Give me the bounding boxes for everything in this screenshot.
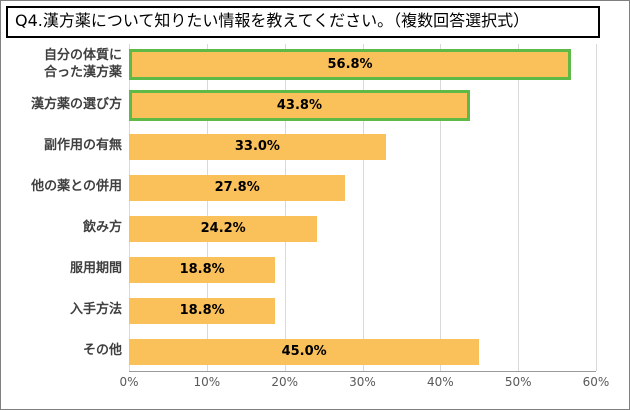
category-label: 服用期間 bbox=[69, 261, 122, 277]
bar-row: 他の薬との併用 27.8% bbox=[7, 167, 596, 208]
gridline bbox=[518, 44, 520, 371]
gridline bbox=[206, 44, 208, 371]
bar-track: 56.8% bbox=[129, 49, 596, 80]
bar-value: 45.0% bbox=[281, 344, 327, 359]
bar: 24.2% bbox=[129, 215, 318, 242]
bar: 45.0% bbox=[129, 338, 480, 365]
category-label: 副作用の有無 bbox=[43, 138, 122, 154]
bar-row: 飲み方 24.2% bbox=[7, 208, 596, 249]
chart-title: Q4.漢方薬について知りたい情報を教えてください。（複数回答選択式） bbox=[6, 6, 600, 38]
x-tick-label: 60% bbox=[582, 375, 610, 389]
category-label: 他の薬との併用 bbox=[31, 179, 122, 195]
bar-track: 33.0% bbox=[129, 133, 596, 160]
bar-row: その他 45.0% bbox=[7, 331, 596, 372]
bar: 56.8% bbox=[129, 49, 572, 80]
category-label: 入手方法 bbox=[69, 302, 122, 318]
bar-value: 56.8% bbox=[327, 57, 373, 72]
bar-track: 45.0% bbox=[129, 338, 596, 365]
category-label: 自分の体質に 合った漢方薬 bbox=[43, 48, 122, 80]
bar-track: 18.8% bbox=[129, 256, 596, 283]
bar-row: 服用期間 18.8% bbox=[7, 249, 596, 290]
category-label: 漢方薬の選び方 bbox=[30, 97, 122, 113]
category-label: 飲み方 bbox=[82, 220, 122, 236]
bar-track: 43.8% bbox=[129, 90, 596, 121]
gridline bbox=[284, 44, 286, 371]
bar-row: 入手方法 18.8% bbox=[7, 290, 596, 331]
bar-value: 27.8% bbox=[214, 180, 260, 195]
x-tick-label: 50% bbox=[504, 375, 532, 389]
x-tick-label: 10% bbox=[193, 375, 221, 389]
x-tick-label: 30% bbox=[349, 375, 376, 389]
bar: 33.0% bbox=[129, 133, 386, 160]
x-tick-label: 20% bbox=[271, 375, 298, 389]
bar-row: 漢方薬の選び方 43.8% bbox=[7, 85, 596, 126]
bar: 18.8% bbox=[129, 256, 276, 283]
bar: 43.8% bbox=[129, 90, 470, 121]
x-tick-label: 0% bbox=[119, 375, 139, 389]
category-label: その他 bbox=[82, 343, 122, 359]
bar: 27.8% bbox=[129, 174, 346, 201]
gridline bbox=[440, 44, 442, 371]
gridline bbox=[129, 44, 130, 371]
bar-value: 18.8% bbox=[179, 262, 225, 277]
bar: 18.8% bbox=[129, 297, 276, 324]
bar-chart: 自分の体質に 合った漢方薬 56.8% 漢方薬の選び方 43.8% 副作用の有無 … bbox=[7, 44, 609, 392]
bar-value: 33.0% bbox=[234, 139, 280, 154]
bar-row: 副作用の有無 33.0% bbox=[7, 126, 596, 167]
bar-value: 18.8% bbox=[179, 303, 225, 318]
bar-track: 27.8% bbox=[129, 174, 596, 201]
bar-track: 24.2% bbox=[129, 215, 596, 242]
x-tick-label: 40% bbox=[426, 375, 454, 389]
bar-row: 自分の体質に 合った漢方薬 56.8% bbox=[7, 44, 596, 85]
x-axis: 0% 10% 20% 30% 40% 50% 60% bbox=[119, 372, 609, 392]
gridline bbox=[362, 44, 364, 371]
bar-track: 18.8% bbox=[129, 297, 596, 324]
bar-value: 43.8% bbox=[276, 98, 322, 113]
gridline bbox=[596, 44, 597, 371]
bar-value: 24.2% bbox=[200, 221, 246, 236]
plot-area bbox=[129, 44, 597, 372]
